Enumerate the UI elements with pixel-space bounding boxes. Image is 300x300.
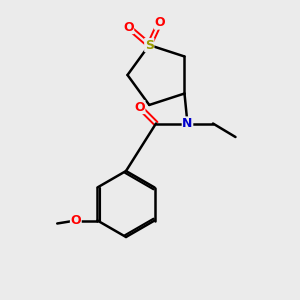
Text: N: N <box>182 117 193 130</box>
Text: O: O <box>123 20 134 34</box>
Text: O: O <box>70 214 81 227</box>
Text: O: O <box>154 16 165 29</box>
Text: O: O <box>134 100 145 113</box>
Text: S: S <box>145 38 154 52</box>
